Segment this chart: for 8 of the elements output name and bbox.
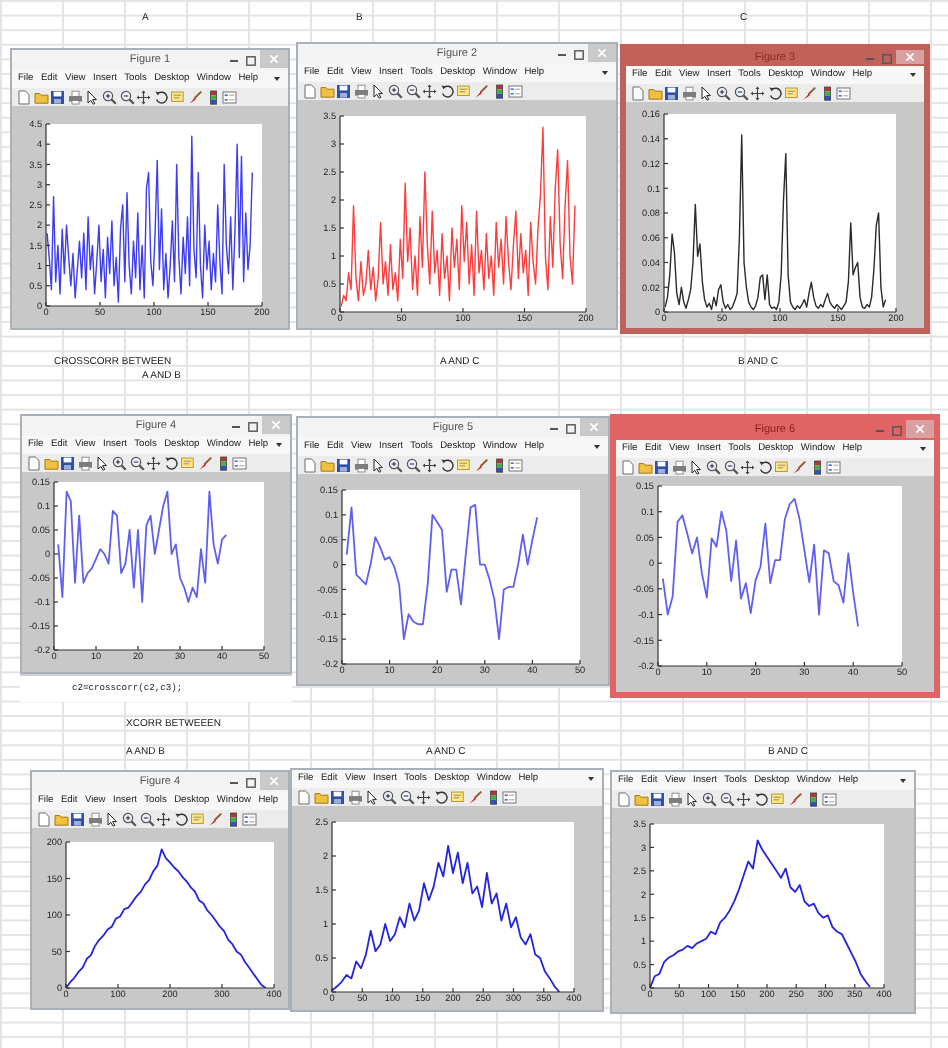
line-series [66, 848, 267, 988]
line-series [661, 497, 859, 628]
line-series [345, 504, 539, 641]
line-series [46, 135, 253, 303]
line-series [650, 839, 871, 988]
line-series [332, 844, 561, 992]
line-series [340, 126, 576, 308]
line-series [57, 490, 228, 603]
